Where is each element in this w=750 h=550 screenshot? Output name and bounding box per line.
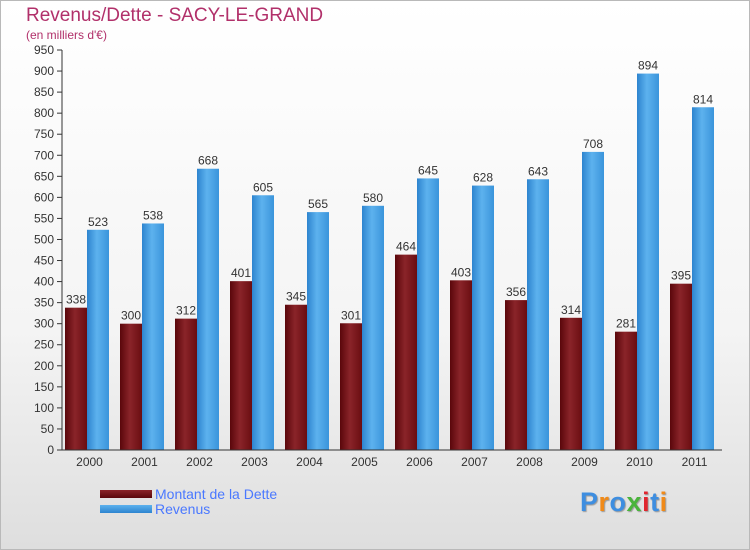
data-label-revenus: 628	[473, 171, 493, 185]
y-tick-label: 550	[34, 211, 54, 225]
y-tick-label: 250	[34, 338, 54, 352]
bar-revenus	[527, 179, 549, 450]
legend-label-revenus: Revenus	[155, 501, 211, 517]
bar-revenus	[307, 212, 329, 450]
proxiti-logo: Proxiti	[580, 487, 668, 518]
x-tick-label: 2008	[516, 455, 543, 469]
bar-revenus	[87, 229, 109, 450]
data-label-dette: 356	[506, 285, 526, 299]
data-label-dette: 300	[121, 309, 141, 323]
bar-dette	[65, 307, 87, 450]
data-label-revenus: 643	[528, 164, 548, 178]
x-tick-label: 2005	[351, 455, 378, 469]
bar-dette	[340, 323, 362, 450]
bar-revenus	[197, 168, 219, 450]
data-label-revenus: 814	[693, 92, 713, 106]
data-label-revenus: 538	[143, 208, 163, 222]
y-tick-label: 400	[34, 275, 54, 289]
y-tick-label: 0	[47, 443, 54, 457]
data-label-revenus: 645	[418, 163, 438, 177]
data-label-revenus: 708	[583, 137, 603, 151]
bar-revenus	[252, 195, 274, 450]
data-label-revenus: 894	[638, 59, 658, 73]
bar-dette	[395, 254, 417, 450]
logo-letter: i	[659, 487, 668, 517]
y-tick-label: 200	[34, 359, 54, 373]
y-tick-label: 900	[34, 64, 54, 78]
logo-letter: i	[642, 487, 651, 517]
y-tick-label: 150	[34, 380, 54, 394]
x-tick-label: 2007	[461, 455, 488, 469]
y-tick-label: 650	[34, 169, 54, 183]
data-label-revenus: 565	[308, 197, 328, 211]
data-label-revenus: 580	[363, 191, 383, 205]
data-label-dette: 314	[561, 303, 581, 317]
bar-dette	[615, 331, 637, 450]
x-tick-label: 2002	[186, 455, 213, 469]
legend-label-debt: Montant de la Dette	[155, 486, 278, 502]
y-tick-label: 750	[34, 127, 54, 141]
data-label-dette: 401	[231, 266, 251, 280]
x-tick-label: 2000	[76, 455, 103, 469]
data-label-dette: 395	[671, 269, 691, 283]
chart-title: Revenus/Dette - SACY-LE-GRAND	[26, 5, 324, 26]
logo-letter: P	[580, 487, 599, 517]
x-tick-label: 2004	[296, 455, 323, 469]
bar-dette	[175, 318, 197, 450]
bar-revenus	[637, 73, 659, 450]
bar-revenus	[692, 107, 714, 451]
data-label-dette: 345	[286, 290, 306, 304]
bar-dette	[560, 317, 582, 450]
data-label-dette: 281	[616, 317, 636, 331]
chart-subtitle: (en milliers d'€)	[26, 28, 107, 42]
legend-swatch-debt	[100, 490, 152, 498]
y-tick-label: 500	[34, 232, 54, 246]
bar-revenus	[142, 223, 164, 450]
bar-dette	[450, 280, 472, 450]
bar-dette	[230, 281, 252, 450]
data-label-dette: 338	[66, 293, 86, 307]
x-tick-label: 2001	[131, 455, 158, 469]
legend-swatch-revenus	[100, 505, 152, 513]
data-label-dette: 301	[341, 308, 361, 322]
y-tick-label: 700	[34, 148, 54, 162]
logo-letter: r	[598, 487, 610, 517]
bar-dette	[120, 323, 142, 450]
bar-revenus	[417, 178, 439, 450]
y-tick-label: 350	[34, 296, 54, 310]
x-tick-label: 2009	[571, 455, 598, 469]
logo-letter: t	[650, 487, 660, 517]
y-tick-label: 450	[34, 254, 54, 268]
bar-dette	[505, 300, 527, 450]
bar-revenus	[582, 151, 604, 451]
data-label-revenus: 605	[253, 180, 273, 194]
data-label-dette: 312	[176, 304, 196, 318]
logo-letter: x	[626, 487, 643, 517]
data-label-revenus: 668	[198, 154, 218, 168]
data-label-dette: 403	[451, 265, 471, 279]
y-tick-label: 300	[34, 317, 54, 331]
x-tick-label: 2006	[406, 455, 433, 469]
y-tick-label: 950	[34, 43, 54, 57]
bar-dette	[285, 304, 307, 450]
logo-letter: o	[609, 487, 627, 517]
y-tick-label: 50	[41, 422, 55, 436]
bar-revenus	[472, 185, 494, 450]
y-tick-label: 600	[34, 190, 54, 204]
y-tick-label: 850	[34, 85, 54, 99]
data-label-dette: 464	[396, 240, 416, 254]
bar-dette	[670, 283, 692, 450]
x-tick-label: 2011	[682, 455, 708, 469]
bar-revenus	[362, 205, 384, 450]
x-tick-label: 2010	[626, 455, 653, 469]
y-tick-label: 100	[34, 401, 54, 415]
y-tick-label: 800	[34, 106, 54, 120]
data-label-revenus: 523	[88, 215, 108, 229]
x-tick-label: 2003	[241, 455, 268, 469]
